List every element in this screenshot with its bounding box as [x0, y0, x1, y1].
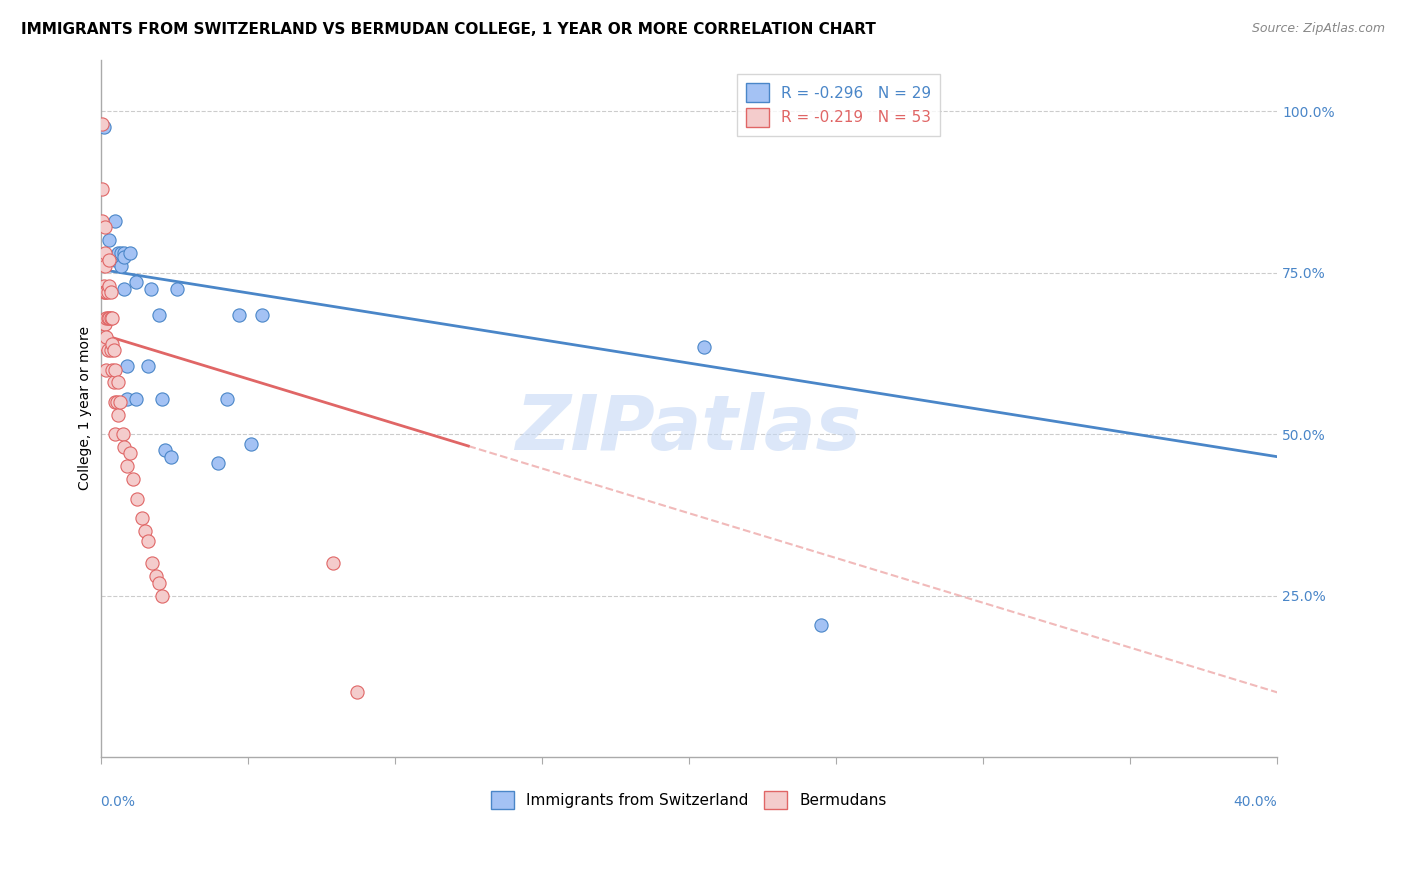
Point	[346, 685, 368, 699]
Point	[96, 285, 118, 299]
Point	[94, 246, 117, 260]
Point	[112, 440, 135, 454]
Point	[97, 310, 120, 325]
Point	[100, 310, 122, 325]
Point	[131, 511, 153, 525]
Point	[103, 376, 125, 390]
Point	[112, 250, 135, 264]
Point	[96, 330, 118, 344]
Point	[108, 394, 131, 409]
Point	[103, 343, 125, 358]
Point	[125, 392, 148, 406]
Point	[148, 575, 170, 590]
Point	[93, 285, 115, 299]
Point	[101, 362, 124, 376]
Point	[96, 310, 118, 325]
Point	[141, 556, 163, 570]
Point	[810, 617, 832, 632]
Point	[110, 246, 132, 260]
Point	[125, 276, 148, 290]
Point	[97, 285, 120, 299]
Point	[322, 556, 344, 570]
Point	[98, 278, 121, 293]
Point	[96, 362, 118, 376]
Point	[118, 446, 141, 460]
Point	[104, 362, 127, 376]
Point	[100, 285, 122, 299]
Point	[107, 246, 129, 260]
Text: 40.0%: 40.0%	[1233, 796, 1277, 809]
Point	[91, 182, 114, 196]
Point	[104, 214, 127, 228]
Point	[93, 278, 115, 293]
Text: IMMIGRANTS FROM SWITZERLAND VS BERMUDAN COLLEGE, 1 YEAR OR MORE CORRELATION CHAR: IMMIGRANTS FROM SWITZERLAND VS BERMUDAN …	[21, 22, 876, 37]
Point	[94, 285, 117, 299]
Point	[111, 427, 134, 442]
Point	[101, 336, 124, 351]
Point	[127, 491, 149, 506]
Point	[139, 282, 162, 296]
Point	[122, 472, 145, 486]
Point	[91, 117, 114, 131]
Point	[228, 308, 250, 322]
Point	[104, 394, 127, 409]
Point	[93, 318, 115, 332]
Point	[104, 427, 127, 442]
Point	[101, 310, 124, 325]
Point	[115, 359, 138, 374]
Point	[217, 392, 239, 406]
Point	[207, 456, 229, 470]
Legend: Immigrants from Switzerland, Bermudans: Immigrants from Switzerland, Bermudans	[485, 785, 893, 815]
Point	[112, 246, 135, 260]
Point	[104, 252, 127, 267]
Point	[150, 392, 173, 406]
Point	[93, 252, 115, 267]
Point	[94, 220, 117, 235]
Point	[166, 282, 188, 296]
Point	[98, 234, 121, 248]
Point	[160, 450, 183, 464]
Point	[91, 214, 114, 228]
Point	[94, 259, 117, 273]
Point	[93, 336, 115, 351]
Point	[110, 259, 132, 273]
Point	[115, 392, 138, 406]
Point	[98, 310, 121, 325]
Point	[115, 459, 138, 474]
Text: ZIPatlas: ZIPatlas	[516, 392, 862, 467]
Point	[94, 318, 117, 332]
Point	[136, 359, 159, 374]
Text: Source: ZipAtlas.com: Source: ZipAtlas.com	[1251, 22, 1385, 36]
Point	[93, 120, 115, 135]
Point	[118, 246, 141, 260]
Y-axis label: College, 1 year or more: College, 1 year or more	[79, 326, 93, 491]
Point	[100, 343, 122, 358]
Point	[239, 437, 262, 451]
Point	[134, 524, 156, 538]
Point	[150, 589, 173, 603]
Point	[107, 376, 129, 390]
Point	[155, 443, 177, 458]
Point	[97, 343, 120, 358]
Point	[107, 408, 129, 422]
Point	[692, 340, 714, 354]
Point	[105, 394, 128, 409]
Point	[148, 308, 170, 322]
Point	[112, 282, 135, 296]
Text: 0.0%: 0.0%	[101, 796, 135, 809]
Point	[98, 252, 121, 267]
Point	[136, 533, 159, 548]
Point	[145, 569, 167, 583]
Point	[252, 308, 274, 322]
